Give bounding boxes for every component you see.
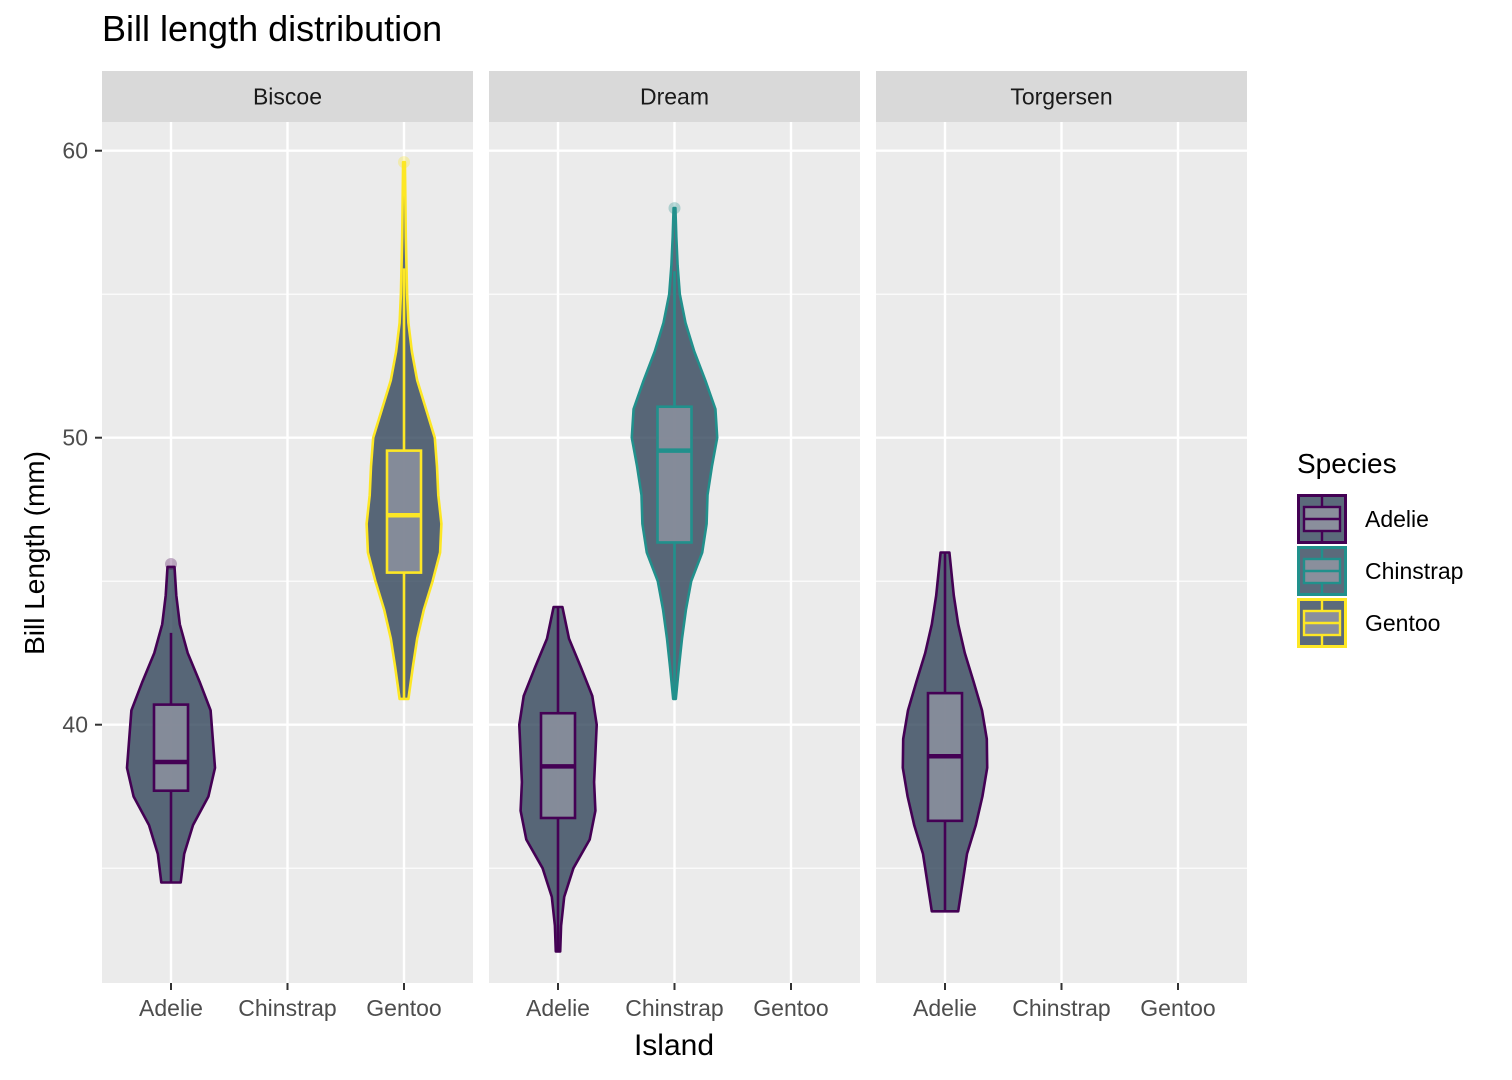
facet-strip (102, 71, 473, 122)
facet-strip-label: Biscoe (253, 84, 322, 110)
violin-group-adelie (125, 557, 217, 884)
legend-label-chinstrap: Chinstrap (1365, 558, 1464, 584)
outlier-point (165, 557, 177, 570)
chart-title: Bill length distribution (102, 8, 443, 49)
iqr-box (385, 449, 423, 574)
legend-label-adelie: Adelie (1365, 506, 1429, 532)
legend-item-chinstrap: Chinstrap (1297, 546, 1463, 598)
legend-item-adelie: Adelie (1297, 494, 1429, 546)
facet-panel-biscoe: Biscoe Adelie Chinstrap Gentoo (102, 71, 473, 1021)
x-tick-label: Adelie (913, 995, 977, 1021)
outlier-point (398, 156, 410, 169)
legend-label-gentoo: Gentoo (1365, 610, 1441, 636)
x-tick-label: Gentoo (1140, 995, 1215, 1021)
outlier-point (668, 202, 681, 215)
violin-group-chinstrap (630, 202, 719, 701)
facet-panel-torgersen: Torgersen Adelie Chinstrap Gentoo (876, 71, 1247, 1021)
facet-strip (876, 71, 1247, 122)
violin-group-adelie (518, 605, 598, 953)
x-tick-label: Adelie (526, 995, 590, 1021)
y-tick-label: 50 (62, 425, 88, 451)
facet-strip-label: Torgersen (1010, 84, 1112, 110)
facet-strip (489, 71, 860, 122)
facet-panel-dream: Dream Adelie Chinstrap Gentoo (489, 71, 860, 1021)
legend-item-gentoo: Gentoo (1297, 598, 1440, 650)
y-tick-label: 40 (62, 712, 88, 738)
x-tick-label: Gentoo (366, 995, 441, 1021)
x-tick-label: Chinstrap (238, 995, 336, 1021)
iqr-box (656, 405, 693, 544)
iqr-box (152, 703, 190, 793)
x-tick-label: Chinstrap (1012, 995, 1110, 1021)
y-tick-label: 60 (62, 138, 88, 164)
legend-key-chinstrap (1297, 546, 1347, 596)
x-tick-label: Chinstrap (625, 995, 723, 1021)
legend-key-adelie (1297, 494, 1347, 544)
x-tick-label: Adelie (139, 995, 203, 1021)
facet-strip-label: Dream (640, 84, 709, 110)
legend: Species Adelie Chinstrap Gentoo (1297, 448, 1463, 650)
legend-key-gentoo (1297, 598, 1347, 648)
x-tick-label: Gentoo (753, 995, 828, 1021)
violin-group-adelie (901, 551, 989, 913)
violin-group-gentoo (365, 156, 443, 701)
legend-title: Species (1297, 448, 1397, 479)
x-axis-label: Island (633, 1029, 715, 1062)
